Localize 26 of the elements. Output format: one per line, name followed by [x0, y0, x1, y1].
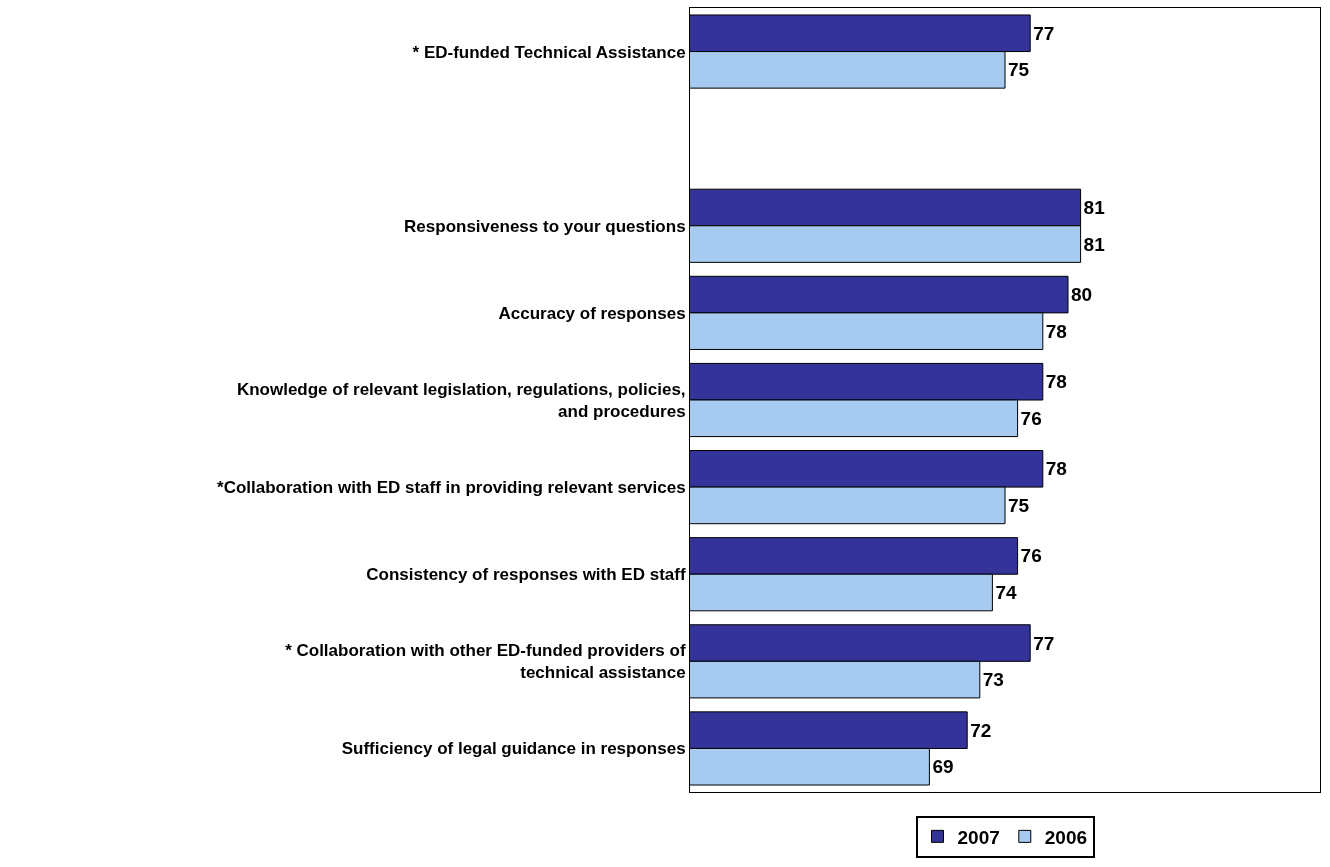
y-tick-label: * ED-funded Technical Assistance — [412, 42, 686, 62]
data-label: 73 — [982, 669, 1004, 691]
y-tick-label: Accuracy of responses — [498, 303, 686, 323]
data-label: 80 — [1071, 284, 1093, 306]
y-tick-label: Sufficiency of legal guidance in responses — [341, 739, 686, 759]
data-label: 69 — [932, 756, 954, 778]
data-label: 72 — [970, 719, 992, 741]
data-label: 81 — [1083, 233, 1106, 255]
data-label: 78 — [1045, 371, 1067, 393]
data-label: 77 — [1033, 22, 1055, 44]
data-label: 76 — [1020, 545, 1042, 567]
data-label: 75 — [1008, 59, 1030, 81]
data-label: 78 — [1045, 458, 1067, 480]
y-tick-label: *Collaboration with ED staff in providing relevant services — [217, 478, 686, 498]
legend-label: 2007 — [957, 826, 1000, 848]
y-tick-label: Consistency of responses with ED staff — [366, 565, 686, 585]
data-label: 78 — [1045, 320, 1067, 342]
data-label: 81 — [1083, 196, 1106, 218]
legend-label: 2006 — [1044, 826, 1088, 848]
data-label: 75 — [1008, 494, 1030, 516]
y-tick-label: Responsiveness to your questions — [404, 216, 686, 236]
y-tick-label: * Collaboration with other ED-funded providers of technical assistance — [285, 641, 686, 683]
data-label: 77 — [1033, 632, 1055, 654]
y-tick-label: Knowledge of relevant legislation, regulations, policies, and procedures — [236, 379, 686, 421]
data-label: 76 — [1020, 407, 1042, 429]
data-label: 74 — [995, 582, 1017, 604]
